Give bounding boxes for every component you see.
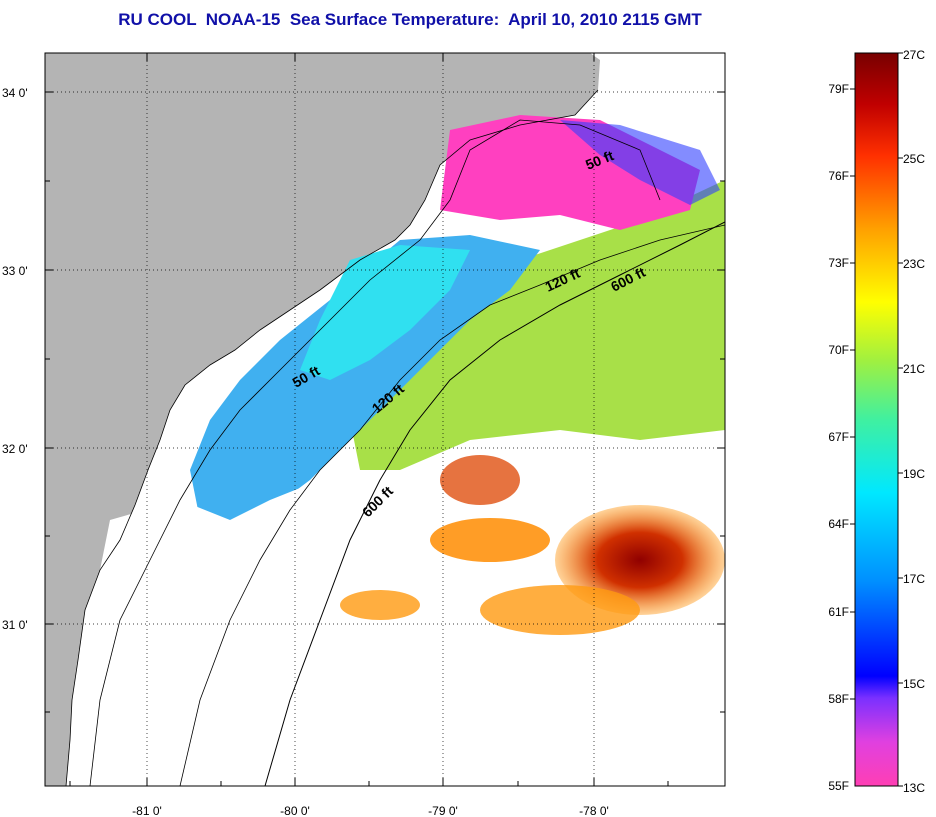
sst-orange-patch-1 [430,518,550,562]
lat-label: 31 0' [2,618,28,632]
lat-label: 34 0' [2,86,28,100]
map-area [45,53,725,786]
map-frame [44,52,726,787]
sst-orange-patch-4 [340,590,420,620]
colorbar-f-label: 70F [828,343,849,357]
colorbar-c-label: 17C [903,572,925,586]
lon-label: -79 0' [428,804,458,817]
map-tick-marks [45,53,725,786]
colorbar [854,52,899,787]
land-mass [45,53,600,786]
colorbar-c-label: 23C [903,257,925,271]
sst-hot-region [555,505,725,615]
colorbar-f-label: 55F [828,779,849,793]
colorbar-f-label: 79F [828,82,849,96]
sst-orange-patch-3 [480,585,640,635]
colorbar-f-label: 58F [828,692,849,706]
lat-label: 33 0' [2,264,28,278]
isobath-50ft [89,119,661,786]
colorbar-c-label: 21C [903,362,925,376]
colorbar-f-label: 76F [828,169,849,183]
colorbar-c-label: 15C [903,677,925,691]
lat-label: 32 0' [2,442,28,456]
lon-label: -81 0' [132,804,162,817]
colorbar-c-label: 25C [903,152,925,166]
lon-label: -78 0' [579,804,609,817]
coastline [65,89,599,786]
colorbar-ticks [850,52,903,787]
colorbar-f-label: 64F [828,517,849,531]
colorbar-f-label: 61F [828,605,849,619]
colorbar-f-label: 73F [828,256,849,270]
colorbar-c-label: 13C [903,781,925,795]
lon-label: -80 0' [280,804,310,817]
sst-cold-north-blue [560,120,720,205]
map-title: RU COOL NOAA-15 Sea Surface Temperature:… [118,10,702,29]
sst-orange-patch-2 [440,455,520,505]
graticule [45,53,725,786]
sst-cool-band [190,235,540,530]
colorbar-c-label: 19C [903,467,925,481]
colorbar-f-label: 67F [828,430,849,444]
sst-cyan-band [300,245,470,380]
colorbar-c-label: 27C [903,48,925,62]
isobath-120ft [179,224,725,786]
sst-warm-band [350,180,725,470]
cloud-cover [70,470,360,786]
